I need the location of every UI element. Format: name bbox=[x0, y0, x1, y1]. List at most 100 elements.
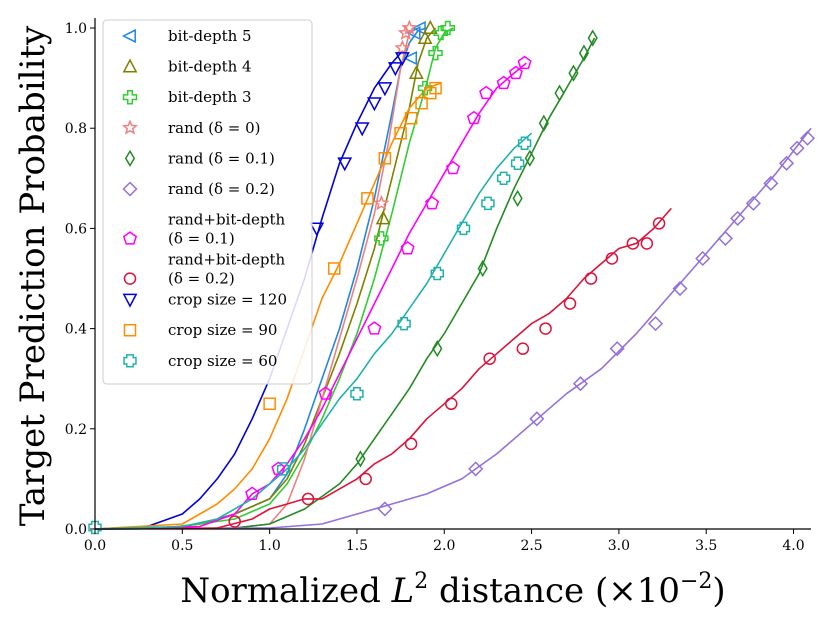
data-point-rand-delta-0-2 bbox=[572, 376, 589, 392]
data-point-rand-delta-0-2 bbox=[695, 250, 711, 267]
data-point-rand-bit-depth-delta-0-2 bbox=[444, 397, 458, 411]
series-line-rand-bit-depth-delta-0-2 bbox=[94, 207, 672, 530]
axes bbox=[94, 18, 811, 530]
x-tick-label: 3.5 bbox=[695, 538, 717, 554]
data-point-rand-bit-depth-delta-0-2 bbox=[652, 217, 666, 230]
data-point-rand-bit-depth-delta-0-1 bbox=[400, 241, 415, 255]
legend-marker-crop-size-120 bbox=[122, 293, 138, 308]
data-point-rand-bit-depth-delta-0-2 bbox=[228, 515, 241, 528]
data-point-rand-delta-0 bbox=[373, 194, 390, 211]
data-point-bit-depth-5 bbox=[411, 20, 426, 36]
series-markers-bit-depth-5 bbox=[402, 20, 426, 66]
y-tick-label: 0.6 bbox=[65, 221, 87, 237]
x-tick-label: 0.5 bbox=[171, 538, 193, 554]
data-point-rand-delta-0-2 bbox=[529, 411, 545, 427]
data-point-rand-bit-depth-delta-0-2 bbox=[516, 342, 530, 355]
x-tick-label: 4.0 bbox=[782, 538, 804, 554]
data-point-rand-bit-depth-delta-0-1 bbox=[367, 321, 382, 335]
data-point-rand-bit-depth-delta-0-2 bbox=[539, 322, 552, 335]
data-point-rand-delta-0-2 bbox=[799, 130, 816, 146]
legend-marker-bit-depth-4 bbox=[122, 58, 138, 73]
data-point-crop-size-90 bbox=[429, 81, 442, 95]
legend-marker-crop-size-60 bbox=[123, 354, 137, 368]
series-line-crop-size-60 bbox=[94, 132, 533, 530]
data-point-rand-bit-depth-delta-0-2 bbox=[359, 472, 372, 486]
data-point-rand-bit-depth-delta-0-2 bbox=[563, 297, 577, 310]
legend-box bbox=[102, 19, 313, 385]
x-tick-label: 1.5 bbox=[346, 538, 368, 554]
data-point-rand-bit-depth-delta-0-1 bbox=[424, 195, 440, 210]
data-point-rand-delta-0-1 bbox=[587, 29, 598, 47]
data-point-bit-depth-3 bbox=[428, 45, 443, 61]
data-point-bit-depth-4 bbox=[417, 29, 433, 44]
data-point-rand-bit-depth-delta-0-2 bbox=[584, 272, 598, 285]
data-point-crop-size-90 bbox=[378, 151, 392, 165]
legend-label-rand-delta-0-2: rand (δ = 0.2) bbox=[168, 180, 275, 198]
data-point-bit-depth-3 bbox=[440, 20, 456, 36]
data-point-crop-size-90 bbox=[404, 111, 418, 125]
data-point-bit-depth-4 bbox=[422, 19, 438, 34]
legend-label-bit-depth-3: bit-depth 3 bbox=[168, 88, 252, 106]
x-tick-label: 1.0 bbox=[259, 538, 281, 554]
data-point-rand-bit-depth-delta-0-1 bbox=[271, 461, 286, 475]
series-markers-rand-delta-0-2 bbox=[377, 130, 816, 517]
legend-label-rand-delta-0: rand (δ = 0) bbox=[168, 119, 261, 137]
data-point-bit-depth-3 bbox=[417, 80, 433, 96]
data-point-rand-bit-depth-delta-0-2 bbox=[640, 237, 654, 250]
x-tick-label: 0.0 bbox=[84, 538, 106, 554]
y-tick-label: 1.0 bbox=[65, 21, 87, 37]
data-point-crop-size-90 bbox=[415, 96, 428, 110]
data-point-rand-bit-depth-delta-0-2 bbox=[626, 237, 640, 250]
data-point-rand-bit-depth-delta-0-2 bbox=[483, 352, 496, 365]
data-point-rand-delta-0-1 bbox=[524, 149, 535, 167]
data-point-crop-size-60 bbox=[88, 520, 102, 535]
data-point-rand-bit-depth-delta-0-2 bbox=[605, 252, 619, 265]
series-line-rand-delta-0-2 bbox=[94, 127, 812, 530]
data-point-rand-bit-depth-delta-0-1 bbox=[508, 65, 523, 80]
series-markers-rand-delta-0 bbox=[373, 19, 418, 211]
data-point-crop-size-90 bbox=[327, 262, 341, 275]
legend-label-crop-size-120: crop size = 120 bbox=[168, 291, 287, 309]
data-point-rand-delta-0 bbox=[394, 39, 411, 55]
data-point-rand-delta-0-1 bbox=[355, 450, 366, 468]
data-point-rand-delta-0-1 bbox=[578, 44, 590, 62]
x-tick-label: 3.0 bbox=[608, 538, 630, 554]
data-point-rand-delta-0-2 bbox=[468, 461, 484, 477]
data-point-crop-size-120 bbox=[337, 157, 353, 172]
series-markers-crop-size-120 bbox=[309, 52, 410, 237]
legend-marker-bit-depth-5 bbox=[121, 28, 136, 44]
data-point-bit-depth-5 bbox=[406, 25, 421, 41]
data-point-crop-size-120 bbox=[309, 222, 325, 237]
legend-label-rand-bit-depth-delta-0-2: rand+bit-depth bbox=[168, 251, 286, 269]
data-point-crop-size-120 bbox=[354, 122, 370, 137]
data-point-rand-delta-0-1 bbox=[432, 340, 443, 358]
plot-markers bbox=[88, 19, 816, 535]
data-point-crop-size-60 bbox=[510, 156, 525, 171]
series-markers-bit-depth-4 bbox=[375, 19, 438, 225]
data-point-rand-bit-depth-delta-0-1 bbox=[245, 486, 260, 500]
data-point-rand-delta-0-1 bbox=[568, 64, 579, 82]
series-markers-rand-bit-depth-delta-0-1 bbox=[245, 55, 532, 500]
series-line-bit-depth-3 bbox=[94, 27, 454, 530]
y-tick-label: 0.0 bbox=[65, 522, 87, 538]
series-line-rand-bit-depth-delta-0-1 bbox=[94, 62, 527, 530]
data-point-crop-size-60 bbox=[397, 316, 411, 331]
legend-marker-rand-bit-depth-delta-0-2 bbox=[123, 272, 137, 285]
legend-marker-rand-delta-0-1 bbox=[124, 149, 136, 168]
data-point-rand-delta-0-1 bbox=[512, 189, 523, 207]
data-point-rand-bit-depth-delta-0-1 bbox=[445, 160, 461, 175]
data-point-crop-size-60 bbox=[517, 136, 532, 150]
series-markers-rand-delta-0-1 bbox=[355, 29, 598, 468]
x-tick-label: 2.0 bbox=[433, 538, 455, 554]
data-point-rand-delta-0-2 bbox=[717, 230, 733, 246]
data-point-crop-size-120 bbox=[387, 62, 403, 77]
legend-label-bit-depth-4: bit-depth 4 bbox=[168, 58, 252, 76]
data-point-crop-size-90 bbox=[263, 397, 276, 411]
y-tick-label: 0.2 bbox=[65, 422, 87, 438]
data-point-crop-size-90 bbox=[394, 126, 407, 140]
data-point-crop-size-90 bbox=[361, 192, 374, 205]
data-point-rand-delta-0-2 bbox=[730, 210, 746, 226]
series-line-rand-delta-0-1 bbox=[94, 37, 596, 530]
ticks: 0.0 0.5 1.0 1.5 2.0 2.5 3.0 3.5 4.0 0.0 0.2 0.4 0.6 0… bbox=[65, 21, 805, 554]
